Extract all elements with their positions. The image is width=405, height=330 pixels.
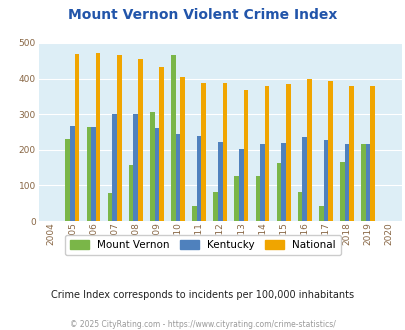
Bar — [180, 77, 185, 221]
Bar — [302, 137, 306, 221]
Text: Crime Index corresponds to incidents per 100,000 inhabitants: Crime Index corresponds to incidents per… — [51, 290, 354, 300]
Bar — [196, 136, 201, 221]
Bar — [222, 83, 227, 221]
Bar — [327, 81, 332, 221]
Bar — [96, 52, 100, 221]
Text: Mount Vernon Violent Crime Index: Mount Vernon Violent Crime Index — [68, 8, 337, 22]
Bar — [276, 163, 281, 221]
Bar — [112, 114, 117, 221]
Bar — [91, 127, 96, 221]
Bar — [360, 145, 365, 221]
Bar — [75, 53, 79, 221]
Bar — [234, 176, 239, 221]
Bar — [217, 142, 222, 221]
Bar — [175, 134, 180, 221]
Bar — [339, 162, 344, 221]
Bar — [171, 55, 175, 221]
Bar — [159, 67, 164, 221]
Bar — [154, 128, 159, 221]
Bar — [128, 165, 133, 221]
Bar — [117, 55, 121, 221]
Bar — [264, 86, 269, 221]
Bar — [201, 83, 206, 221]
Bar — [70, 126, 75, 221]
Bar — [344, 145, 348, 221]
Bar — [192, 206, 196, 221]
Bar — [297, 191, 302, 221]
Bar — [369, 86, 374, 221]
Bar — [138, 59, 143, 221]
Bar — [107, 193, 112, 221]
Bar — [255, 176, 260, 221]
Legend: Mount Vernon, Kentucky, National: Mount Vernon, Kentucky, National — [65, 235, 340, 255]
Bar — [318, 206, 323, 221]
Bar — [348, 86, 353, 221]
Bar — [365, 144, 369, 221]
Bar — [133, 114, 138, 221]
Text: © 2025 CityRating.com - https://www.cityrating.com/crime-statistics/: © 2025 CityRating.com - https://www.city… — [70, 320, 335, 329]
Bar — [239, 149, 243, 221]
Bar — [86, 127, 91, 221]
Bar — [281, 143, 285, 221]
Bar — [243, 90, 248, 221]
Bar — [213, 191, 217, 221]
Bar — [260, 145, 264, 221]
Bar — [306, 79, 311, 221]
Bar — [323, 140, 327, 221]
Bar — [149, 112, 154, 221]
Bar — [285, 84, 290, 221]
Bar — [65, 139, 70, 221]
